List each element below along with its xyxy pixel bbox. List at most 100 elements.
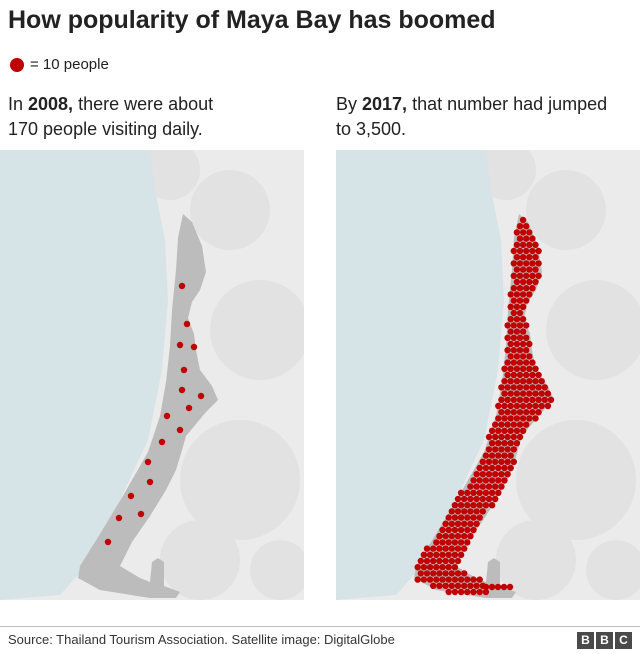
caption-2008-suffix: there were about — [73, 94, 214, 114]
visitor-dot — [445, 564, 452, 571]
visitor-dot — [482, 489, 490, 496]
visitor-dot — [473, 495, 480, 503]
visitor-dot — [498, 409, 505, 416]
visitor-dot — [504, 359, 511, 366]
visitor-dot — [457, 526, 465, 534]
visitor-dot — [516, 260, 524, 267]
visitor-dot — [492, 495, 499, 503]
visitor-dot — [510, 272, 517, 279]
visitor-dot — [461, 495, 468, 503]
visitor-dot — [185, 404, 193, 412]
visitor-dot — [457, 489, 465, 496]
visitor-dot — [414, 576, 421, 583]
visitor-dot — [516, 396, 524, 403]
visitor-dot — [510, 371, 517, 379]
visitor-dot — [433, 564, 440, 571]
visitor-dot — [516, 384, 524, 391]
visitor-dot — [516, 247, 524, 255]
visitor-dot — [442, 557, 449, 565]
visitor-dot — [467, 533, 474, 540]
visitor-dot — [504, 334, 511, 341]
visitor-dot — [513, 328, 521, 335]
visitor-dot — [454, 570, 462, 577]
visitor-dot — [451, 502, 459, 509]
visitor-dot — [507, 427, 514, 434]
visitor-dot — [504, 347, 511, 354]
visitor-dot — [501, 365, 508, 372]
visitor-dot — [519, 402, 527, 410]
visitor-dot — [523, 421, 530, 428]
visitor-dot — [523, 409, 530, 416]
visitor-dot — [485, 471, 493, 478]
visitor-dot — [513, 316, 521, 323]
visitor-dot — [510, 458, 517, 465]
visitor-dot — [526, 266, 533, 273]
visitor-dot — [495, 415, 502, 422]
source-note: Source: Thailand Tourism Association. Sa… — [8, 632, 395, 647]
visitor-dot — [529, 409, 536, 416]
visitor-dot — [510, 247, 517, 255]
visitor-dot — [464, 576, 471, 583]
visitor-dot — [519, 390, 527, 397]
bbc-logo-letter: C — [615, 632, 632, 649]
visitor-dot — [519, 316, 527, 323]
visitor-dot — [479, 483, 486, 490]
visitor-dot — [507, 402, 514, 410]
visitor-dot — [510, 285, 517, 292]
visitor-dot — [482, 588, 490, 596]
visitor-dot — [501, 477, 508, 484]
visitor-dot — [433, 576, 440, 583]
visitor-dot — [146, 478, 154, 486]
visitor-dot — [470, 526, 477, 534]
visitor-dot — [439, 539, 446, 546]
visitor-dot — [519, 365, 527, 372]
visitor-dot — [510, 384, 517, 391]
caption-2017-year: 2017, — [362, 94, 408, 114]
visitor-dot — [507, 340, 514, 348]
visitor-dot — [137, 510, 145, 518]
visitor-dot — [467, 582, 474, 589]
visitor-dot — [523, 359, 530, 366]
visitor-dot — [190, 343, 198, 351]
visitor-dot — [538, 390, 545, 397]
visitor-dot — [445, 539, 452, 546]
visitor-dot — [178, 282, 186, 290]
visitor-dot — [473, 520, 480, 527]
visitor-dot — [529, 371, 536, 379]
visitor-dot — [498, 433, 505, 441]
visitor-dot — [451, 564, 459, 571]
visitor-dot — [183, 320, 191, 328]
visitor-dot — [430, 582, 437, 589]
visitor-dot — [467, 495, 474, 503]
visitor-dot — [442, 533, 449, 540]
visitor-dot — [473, 508, 480, 515]
visitor-dot — [513, 365, 521, 372]
legend-dot-icon — [10, 57, 24, 72]
visitor-dot — [442, 520, 449, 527]
visitor-dot — [519, 254, 527, 261]
visitor-dot — [519, 291, 527, 298]
visitor-dot — [470, 477, 477, 484]
visitor-dot — [495, 464, 502, 472]
map-2017 — [336, 150, 640, 600]
visitor-dot — [516, 285, 524, 292]
visitor-dot — [519, 266, 527, 273]
visitor-dot — [454, 520, 462, 527]
visitor-dot — [501, 402, 508, 410]
visitor-dot — [451, 514, 459, 521]
visitor-dot — [513, 229, 521, 236]
visitor-dot — [464, 502, 471, 509]
visitor-dot — [532, 378, 539, 385]
visitor-dot — [488, 464, 496, 472]
visitor-dot — [180, 366, 188, 374]
visitor-dot — [506, 583, 514, 591]
visitor-dot — [492, 446, 499, 453]
visitor-dot — [526, 353, 533, 360]
chart-title: How popularity of Maya Bay has boomed — [8, 6, 496, 34]
visitor-dot — [516, 309, 524, 317]
visitor-dot — [526, 241, 533, 248]
visitor-dot — [454, 582, 462, 589]
visitor-dot — [482, 477, 490, 484]
visitor-dot — [519, 340, 527, 348]
visitor-dot — [488, 452, 496, 459]
